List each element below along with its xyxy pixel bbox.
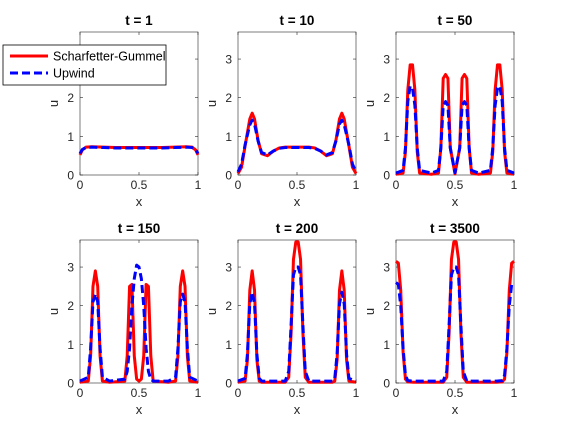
x-tick-label: 0.5 xyxy=(447,178,464,192)
x-axis-label: x xyxy=(294,402,301,417)
subplot-title: t = 3500 xyxy=(430,221,480,236)
subplot-title: t = 50 xyxy=(438,13,473,28)
y-tick-label: 1 xyxy=(67,130,74,144)
series-line-upwind xyxy=(395,265,515,383)
y-tick-label: 2 xyxy=(225,91,232,105)
y-axis-label: u xyxy=(204,308,219,315)
x-tick-label: 1 xyxy=(353,178,360,192)
subplot-2: 0 0.5 1 0 1 2 3 t = 10 x u xyxy=(204,13,360,209)
x-tick-label: 0 xyxy=(393,386,400,400)
x-tick-label: 1 xyxy=(511,178,518,192)
y-tick-label: 0 xyxy=(67,377,74,391)
subplot-4: 0 0.5 1 0 1 2 3 t = 150 x u xyxy=(46,221,202,417)
y-tick-label: 1 xyxy=(383,338,390,352)
subplot-title: t = 10 xyxy=(280,13,315,28)
y-axis-label: u xyxy=(46,308,61,315)
y-tick-label: 1 xyxy=(67,338,74,352)
x-tick-label: 0.5 xyxy=(447,386,464,400)
y-tick-label: 1 xyxy=(225,130,232,144)
series-line-upwind xyxy=(79,263,199,383)
legend: Scharfetter-Gummel Upwind xyxy=(2,44,167,86)
series-line-scharfetter-gummel xyxy=(237,240,357,384)
x-axis-label: x xyxy=(136,402,143,417)
subplot-title: t = 200 xyxy=(276,221,318,236)
subplot-6: 0 0.5 1 0 1 2 3 t = 3500 x u xyxy=(362,221,518,417)
y-axis-label: u xyxy=(46,100,61,107)
y-tick-label: 0 xyxy=(383,377,390,391)
y-tick-label: 2 xyxy=(67,299,74,313)
y-tick-label: 0 xyxy=(225,169,232,183)
x-tick-label: 0 xyxy=(235,386,242,400)
x-axis-label: x xyxy=(452,402,459,417)
subplot-grid: 0 0.5 1 0 1 2 3 t = 1 x u 0 0.5 1 0 1 2 3 t = 10 x u 0 0.5 1 0 1… xyxy=(46,13,518,417)
x-tick-label: 0.5 xyxy=(289,386,306,400)
x-tick-label: 0 xyxy=(235,178,242,192)
y-axis-label: u xyxy=(204,100,219,107)
x-tick-label: 0 xyxy=(393,178,400,192)
x-tick-label: 1 xyxy=(195,386,202,400)
x-axis-label: x xyxy=(294,194,301,209)
x-tick-label: 0 xyxy=(77,386,84,400)
x-tick-label: 1 xyxy=(511,386,518,400)
y-tick-label: 0 xyxy=(67,169,74,183)
plot-area xyxy=(237,31,357,176)
y-tick-label: 3 xyxy=(225,261,232,275)
y-tick-label: 3 xyxy=(383,53,390,67)
y-tick-label: 0 xyxy=(383,169,390,183)
y-tick-label: 3 xyxy=(225,53,232,67)
y-axis-label: u xyxy=(362,308,377,315)
y-tick-label: 2 xyxy=(383,91,390,105)
legend-box xyxy=(2,44,167,86)
y-tick-label: 1 xyxy=(383,130,390,144)
y-tick-label: 2 xyxy=(225,299,232,313)
x-tick-label: 0 xyxy=(77,178,84,192)
y-axis-label: u xyxy=(362,100,377,107)
series-line-upwind xyxy=(78,145,200,155)
subplot-title: t = 150 xyxy=(118,221,160,236)
y-tick-label: 2 xyxy=(67,91,74,105)
x-axis-label: x xyxy=(136,194,143,209)
subplot-3: 0 0.5 1 0 1 2 3 t = 50 x u xyxy=(362,13,518,209)
legend-label-upwind: Upwind xyxy=(53,67,95,81)
plot-area xyxy=(395,239,515,384)
x-tick-label: 0.5 xyxy=(131,178,148,192)
x-tick-label: 1 xyxy=(353,386,360,400)
subplot-5: 0 0.5 1 0 1 2 3 t = 200 x u xyxy=(204,221,360,417)
x-tick-label: 0.5 xyxy=(131,386,148,400)
legend-label-scharfetter-gummel: Scharfetter-Gummel xyxy=(53,50,166,64)
series-line-upwind xyxy=(236,118,358,173)
y-tick-label: 3 xyxy=(383,261,390,275)
y-tick-label: 1 xyxy=(225,338,232,352)
x-axis-label: x xyxy=(452,194,459,209)
series-line-upwind xyxy=(395,84,515,175)
x-tick-label: 1 xyxy=(195,178,202,192)
x-tick-label: 0.5 xyxy=(289,178,306,192)
subplot-title: t = 1 xyxy=(125,13,153,28)
y-tick-label: 2 xyxy=(383,299,390,313)
series-line-scharfetter-gummel xyxy=(79,269,199,384)
y-tick-label: 3 xyxy=(67,261,74,275)
series-line-upwind xyxy=(237,265,357,383)
y-tick-label: 0 xyxy=(225,377,232,391)
